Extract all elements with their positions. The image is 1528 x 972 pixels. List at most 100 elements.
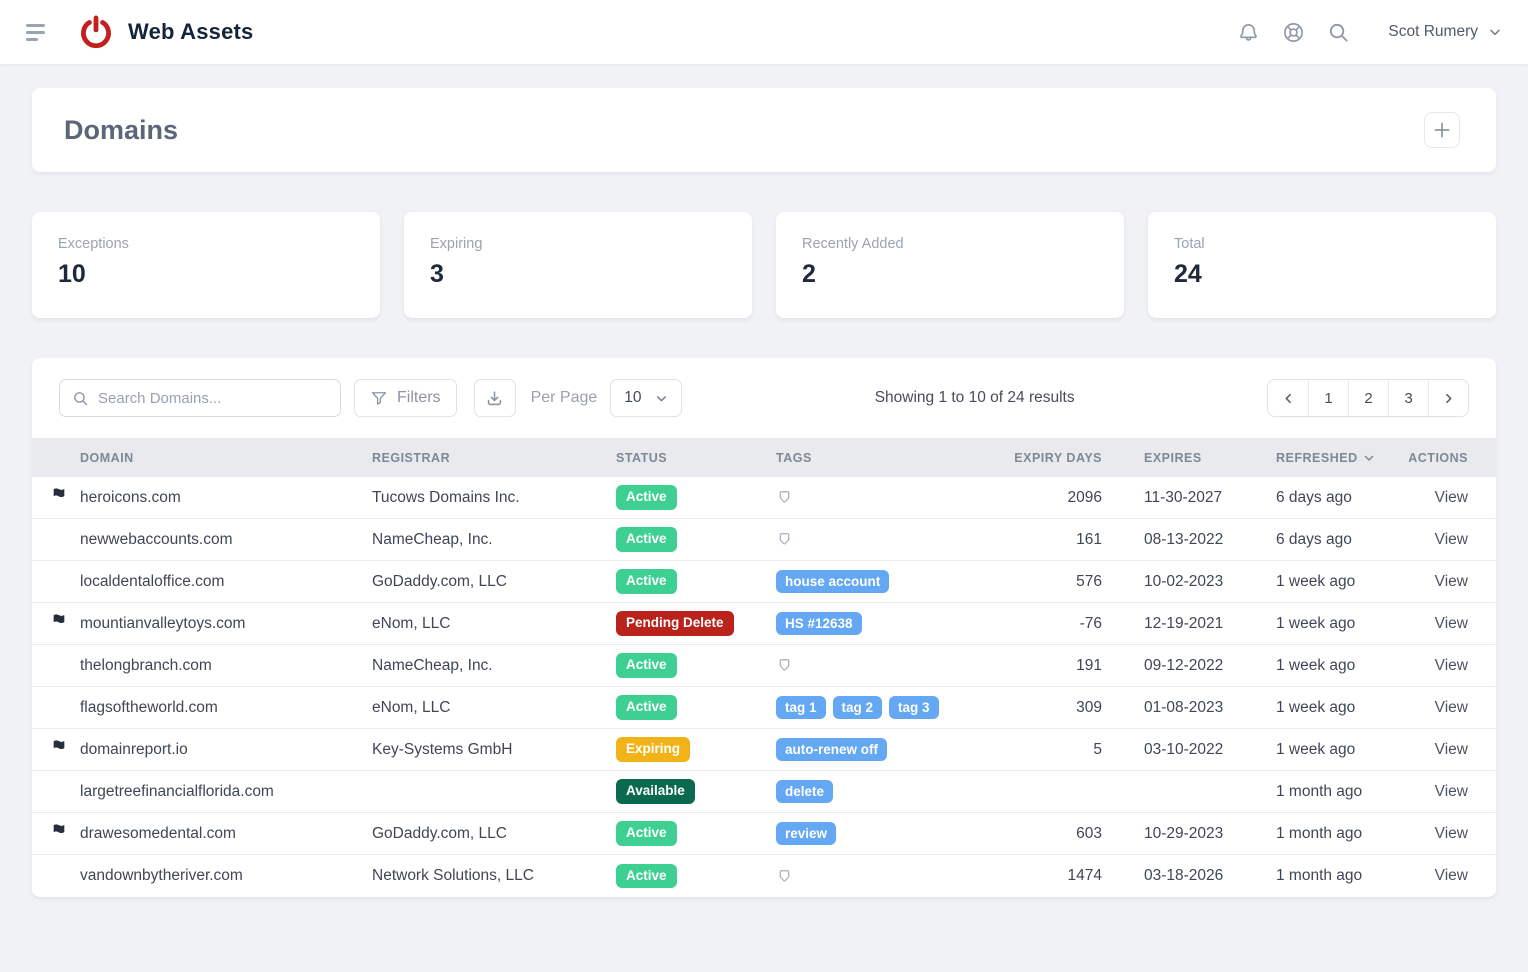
tags-cell bbox=[776, 657, 1012, 674]
registrar-cell: Network Solutions, LLC bbox=[372, 867, 616, 885]
view-link[interactable]: View bbox=[1435, 741, 1468, 758]
flag-cell bbox=[32, 739, 80, 760]
tags-cell: house account bbox=[776, 570, 1012, 594]
domain-cell[interactable]: domainreport.io bbox=[80, 741, 372, 759]
per-page-value: 10 bbox=[624, 389, 641, 407]
actions-cell: View bbox=[1376, 741, 1496, 759]
domain-cell[interactable]: thelongbranch.com bbox=[80, 657, 372, 675]
tags-cell: auto-renew off bbox=[776, 738, 1012, 762]
view-link[interactable]: View bbox=[1435, 867, 1468, 884]
table-row: flagsoftheworld.com eNom, LLC Active tag… bbox=[32, 687, 1496, 729]
domain-cell[interactable]: drawesomedental.com bbox=[80, 825, 372, 843]
view-link[interactable]: View bbox=[1435, 825, 1468, 842]
tag-badge: auto-renew off bbox=[776, 738, 887, 762]
table-row: mountianvalleytoys.com eNom, LLC Pending… bbox=[32, 603, 1496, 645]
domain-cell[interactable]: mountianvalleytoys.com bbox=[80, 615, 372, 633]
status-cell: Expiring bbox=[616, 737, 776, 762]
column-header-tags[interactable]: TAGS bbox=[776, 451, 1012, 465]
stat-value: 24 bbox=[1174, 260, 1470, 289]
flag-cell bbox=[32, 655, 80, 676]
domain-cell[interactable]: vandownbytheriver.com bbox=[80, 867, 372, 885]
status-cell: Active bbox=[616, 527, 776, 552]
registrar-cell: Key-Systems GmbH bbox=[372, 741, 616, 759]
help-icon[interactable] bbox=[1282, 21, 1305, 44]
domain-cell[interactable]: newwebaccounts.com bbox=[80, 531, 372, 549]
tag-badge: house account bbox=[776, 570, 889, 594]
status-badge: Active bbox=[616, 527, 677, 552]
search-icon bbox=[72, 390, 89, 407]
domain-cell[interactable]: localdentaloffice.com bbox=[80, 573, 372, 591]
table-toolbar: Filters Per Page 10 Showing 1 to 10 of 2… bbox=[32, 358, 1496, 438]
table-body: heroicons.com Tucows Domains Inc. Active… bbox=[32, 477, 1496, 897]
refreshed-cell: 1 week ago bbox=[1234, 741, 1376, 759]
table-row: vandownbytheriver.com Network Solutions,… bbox=[32, 855, 1496, 897]
next-page-button[interactable] bbox=[1428, 380, 1468, 416]
view-link[interactable]: View bbox=[1435, 615, 1468, 632]
table-row: drawesomedental.com GoDaddy.com, LLC Act… bbox=[32, 813, 1496, 855]
view-link[interactable]: View bbox=[1435, 699, 1468, 716]
page-button-1[interactable]: 1 bbox=[1308, 380, 1348, 416]
filters-button[interactable]: Filters bbox=[354, 379, 457, 417]
download-button[interactable] bbox=[474, 379, 516, 417]
actions-cell: View bbox=[1376, 531, 1496, 549]
search-icon[interactable] bbox=[1327, 21, 1350, 44]
refreshed-cell: 1 week ago bbox=[1234, 573, 1376, 591]
stat-value: 3 bbox=[430, 260, 726, 289]
user-name: Scot Rumery bbox=[1388, 23, 1478, 41]
view-link[interactable]: View bbox=[1435, 531, 1468, 548]
bell-icon[interactable] bbox=[1237, 21, 1260, 44]
status-cell: Active bbox=[616, 485, 776, 510]
search-input[interactable] bbox=[98, 390, 328, 407]
actions-cell: View bbox=[1376, 825, 1496, 843]
domain-cell[interactable]: flagsoftheworld.com bbox=[80, 699, 372, 717]
add-domain-button[interactable] bbox=[1424, 112, 1460, 148]
column-header-expiry-days[interactable]: EXPIRY DAYS bbox=[1012, 451, 1102, 465]
stat-card-total: Total 24 bbox=[1148, 212, 1496, 318]
pagination: 1 2 3 bbox=[1267, 379, 1469, 417]
view-link[interactable]: View bbox=[1435, 573, 1468, 590]
page-button-3[interactable]: 3 bbox=[1388, 380, 1428, 416]
status-cell: Available bbox=[616, 779, 776, 804]
flag-icon bbox=[51, 823, 67, 839]
expiry-days-cell: 1474 bbox=[1012, 867, 1102, 885]
status-cell: Active bbox=[616, 864, 776, 889]
registrar-cell: Tucows Domains Inc. bbox=[372, 489, 616, 507]
user-menu[interactable]: Scot Rumery bbox=[1388, 23, 1502, 41]
flag-cell bbox=[32, 823, 80, 844]
expires-cell: 03-10-2022 bbox=[1102, 741, 1234, 759]
status-cell: Active bbox=[616, 695, 776, 720]
status-badge: Active bbox=[616, 695, 677, 720]
sort-chevron-icon bbox=[1363, 452, 1375, 464]
registrar-cell: NameCheap, Inc. bbox=[372, 531, 616, 549]
column-header-refreshed[interactable]: REFRESHED bbox=[1234, 451, 1376, 465]
tag-badge: delete bbox=[776, 780, 833, 804]
registrar-cell: eNom, LLC bbox=[372, 699, 616, 717]
expiry-days-cell: 161 bbox=[1012, 531, 1102, 549]
view-link[interactable]: View bbox=[1435, 657, 1468, 674]
expires-cell: 03-18-2026 bbox=[1102, 867, 1234, 885]
view-link[interactable]: View bbox=[1435, 783, 1468, 800]
per-page-select[interactable]: 10 bbox=[610, 379, 682, 417]
status-badge: Active bbox=[616, 864, 677, 889]
status-cell: Active bbox=[616, 653, 776, 678]
domain-cell[interactable]: largetreefinancialflorida.com bbox=[80, 783, 372, 801]
page-button-2[interactable]: 2 bbox=[1348, 380, 1388, 416]
column-header-domain[interactable]: DOMAIN bbox=[80, 451, 372, 465]
prev-page-button[interactable] bbox=[1268, 380, 1308, 416]
actions-cell: View bbox=[1376, 699, 1496, 717]
column-header-registrar[interactable]: REGISTRAR bbox=[372, 451, 616, 465]
expiry-days-cell: -76 bbox=[1012, 615, 1102, 633]
column-header-expires[interactable]: EXPIRES bbox=[1102, 451, 1234, 465]
registrar-cell: GoDaddy.com, LLC bbox=[372, 573, 616, 591]
column-header-status[interactable]: STATUS bbox=[616, 451, 776, 465]
view-link[interactable]: View bbox=[1435, 489, 1468, 506]
expires-cell: 11-30-2027 bbox=[1102, 489, 1234, 507]
refreshed-cell: 6 days ago bbox=[1234, 531, 1376, 549]
refreshed-cell: 1 week ago bbox=[1234, 615, 1376, 633]
page-header-card: Domains bbox=[32, 88, 1496, 172]
menu-icon[interactable] bbox=[26, 24, 48, 41]
status-badge: Active bbox=[616, 485, 677, 510]
table-row: localdentaloffice.com GoDaddy.com, LLC A… bbox=[32, 561, 1496, 603]
domain-cell[interactable]: heroicons.com bbox=[80, 489, 372, 507]
status-badge: Pending Delete bbox=[616, 611, 734, 636]
